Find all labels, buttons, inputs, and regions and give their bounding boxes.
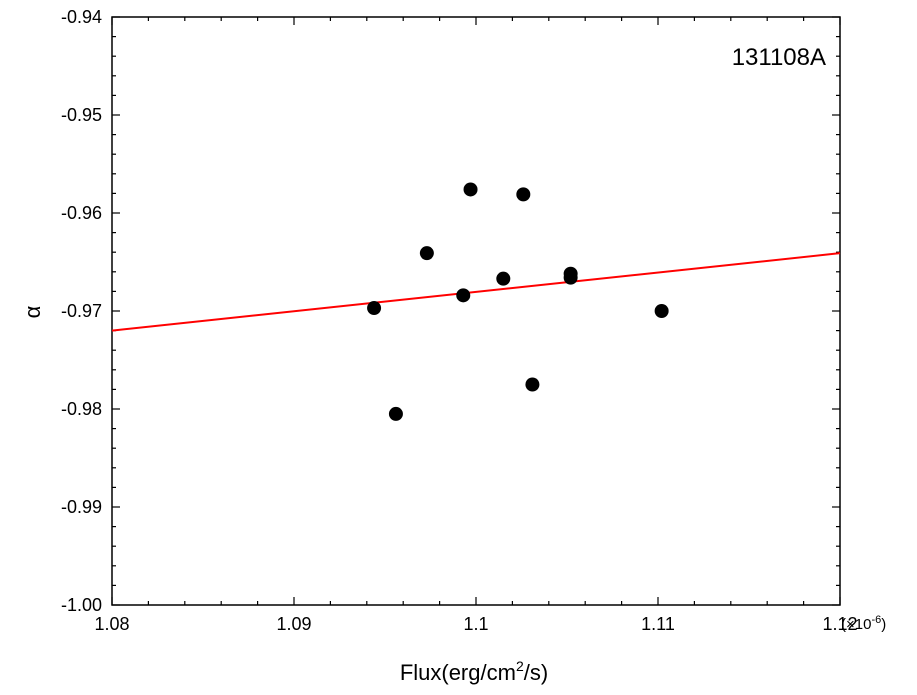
y-tick-label: -0.94 [61, 7, 102, 27]
fit-line-group [111, 252, 841, 332]
data-point [388, 406, 403, 421]
x-tick-label: 1.09 [276, 614, 311, 634]
x-multiplier-close: ) [881, 616, 886, 633]
x-axis-title-tail: /s) [524, 660, 548, 685]
data-point [516, 187, 531, 202]
chart-annotation: 131108A [732, 44, 826, 71]
data-point [563, 270, 578, 285]
data-point [463, 182, 478, 197]
y-tick-label: -0.99 [61, 497, 102, 517]
data-points [367, 182, 669, 421]
x-multiplier: (×10-6) [841, 614, 886, 633]
y-tick-label: -0.98 [61, 399, 102, 419]
x-tick-label: 1.11 [641, 614, 675, 634]
y-axis-title: α [20, 305, 45, 318]
x-tick-label: 1.12 [822, 614, 857, 634]
axes: 1.08 1.09 1.1 1.11 1.12 -0.94 -0.95 -0.96 -0.97 -… [61, 7, 858, 634]
x-axis-title-main: Flux(erg/cm [400, 660, 516, 685]
x-axis-title-sup: 2 [516, 658, 524, 674]
data-point [654, 304, 669, 318]
data-point [525, 377, 540, 392]
x-multiplier-main: (×10 [841, 616, 871, 633]
y-tick-label: -0.95 [61, 105, 102, 125]
y-tick-label: -0.97 [61, 301, 102, 321]
x-multiplier-exp: -6 [871, 614, 881, 626]
fit-line [111, 252, 841, 332]
x-tick-label: 1.08 [94, 614, 129, 634]
plot-frame [111, 16, 841, 606]
x-axis-title: Flux(erg/cm2/s) [400, 658, 548, 685]
data-point [456, 288, 471, 303]
data-point [367, 301, 382, 316]
data-point [496, 271, 511, 286]
data-point [419, 246, 434, 261]
y-tick-label: -1.00 [61, 595, 102, 615]
y-tick-label: -0.96 [61, 203, 102, 223]
x-tick-label: 1.1 [463, 614, 488, 634]
